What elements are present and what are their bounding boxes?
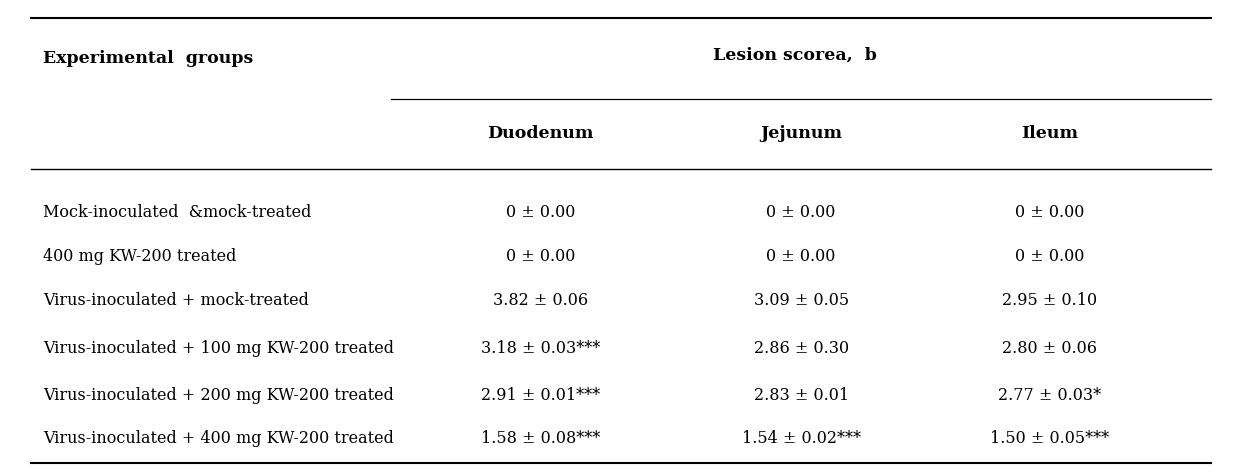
Text: 0 ± 0.00: 0 ± 0.00 — [766, 248, 836, 265]
Text: 0 ± 0.00: 0 ± 0.00 — [505, 248, 575, 265]
Text: Experimental  groups: Experimental groups — [43, 50, 253, 67]
Text: Duodenum: Duodenum — [487, 125, 594, 142]
Text: Mock-inoculated  &mock-treated: Mock-inoculated &mock-treated — [43, 204, 312, 221]
Text: Lesion scorea,  b: Lesion scorea, b — [713, 46, 877, 63]
Text: 2.80 ± 0.06: 2.80 ± 0.06 — [1002, 340, 1097, 357]
Text: 400 mg KW-200 treated: 400 mg KW-200 treated — [43, 248, 237, 265]
Text: Jejunum: Jejunum — [760, 125, 842, 142]
Text: 3.09 ± 0.05: 3.09 ± 0.05 — [754, 292, 848, 309]
Text: Virus-inoculated + mock-treated: Virus-inoculated + mock-treated — [43, 292, 309, 309]
Text: 2.95 ± 0.10: 2.95 ± 0.10 — [1002, 292, 1097, 309]
Text: Virus-inoculated + 400 mg KW-200 treated: Virus-inoculated + 400 mg KW-200 treated — [43, 430, 395, 447]
Text: 0 ± 0.00: 0 ± 0.00 — [505, 204, 575, 221]
Text: 3.18 ± 0.03***: 3.18 ± 0.03*** — [481, 340, 600, 357]
Text: 1.58 ± 0.08***: 1.58 ± 0.08*** — [481, 430, 600, 447]
Text: Virus-inoculated + 200 mg KW-200 treated: Virus-inoculated + 200 mg KW-200 treated — [43, 386, 395, 403]
Text: Ileum: Ileum — [1021, 125, 1078, 142]
Text: 0 ± 0.00: 0 ± 0.00 — [1015, 204, 1084, 221]
Text: 0 ± 0.00: 0 ± 0.00 — [1015, 248, 1084, 265]
Text: 2.83 ± 0.01: 2.83 ± 0.01 — [754, 386, 848, 403]
Text: 2.86 ± 0.30: 2.86 ± 0.30 — [754, 340, 848, 357]
Text: 1.50 ± 0.05***: 1.50 ± 0.05*** — [990, 430, 1109, 447]
Text: 2.77 ± 0.03*: 2.77 ± 0.03* — [997, 386, 1102, 403]
Text: Virus-inoculated + 100 mg KW-200 treated: Virus-inoculated + 100 mg KW-200 treated — [43, 340, 395, 357]
Text: 2.91 ± 0.01***: 2.91 ± 0.01*** — [481, 386, 600, 403]
Text: 1.54 ± 0.02***: 1.54 ± 0.02*** — [741, 430, 861, 447]
Text: 3.82 ± 0.06: 3.82 ± 0.06 — [493, 292, 587, 309]
Text: 0 ± 0.00: 0 ± 0.00 — [766, 204, 836, 221]
